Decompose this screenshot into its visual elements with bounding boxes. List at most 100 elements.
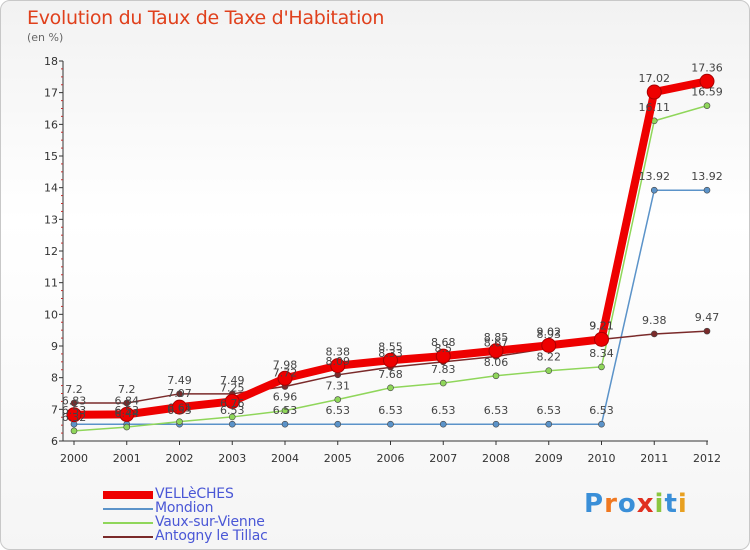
data-label: 17.36 (691, 61, 723, 74)
data-point (699, 73, 715, 89)
data-label: 8.38 (326, 346, 351, 359)
logo-letter: P (584, 489, 605, 519)
data-label: 7.07 (167, 387, 192, 400)
x-tick-label: 2007 (429, 452, 457, 465)
data-point (594, 331, 609, 347)
y-tick-label: 17 (44, 87, 58, 100)
data-label: 7.25 (220, 381, 245, 394)
data-point (66, 407, 82, 423)
legend-label: Vaux-sur-Vienne (155, 514, 265, 530)
data-label: 16.11 (639, 101, 671, 114)
data-point (545, 420, 553, 428)
data-point (70, 427, 78, 435)
x-tick-label: 2010 (588, 452, 616, 465)
data-label: 6.53 (431, 404, 456, 417)
logo-letter: i (677, 489, 688, 519)
data-label: 8.55 (378, 340, 403, 353)
y-tick-label: 18 (44, 55, 58, 68)
data-label: 6.53 (273, 404, 298, 417)
data-point (228, 420, 236, 428)
data-point (281, 420, 289, 428)
data-point (439, 420, 447, 428)
x-tick-label: 2003 (218, 452, 246, 465)
data-label: 6.53 (378, 404, 403, 417)
series-vell-ches (66, 73, 715, 423)
data-label: 16.59 (691, 86, 723, 99)
series-vaux-sur-vienne (70, 102, 711, 435)
data-label: 7.98 (273, 358, 298, 371)
data-point (492, 372, 500, 380)
x-tick-label: 2009 (535, 452, 563, 465)
data-label: 6.53 (220, 404, 245, 417)
data-label: 9.38 (642, 314, 667, 327)
data-label: 8.33 (378, 347, 403, 360)
x-tick-label: 2008 (482, 452, 510, 465)
x-tick-label: 2005 (324, 452, 352, 465)
legend-swatch (103, 508, 153, 510)
logo-letter: i (654, 489, 665, 519)
y-tick-label: 8 (51, 372, 58, 385)
data-point (435, 348, 451, 364)
data-label: 6.76 (220, 397, 245, 410)
data-point (650, 330, 658, 338)
data-label: 6.96 (273, 391, 298, 404)
logo-letter: o (617, 489, 637, 519)
data-label: 8.68 (431, 336, 456, 349)
data-label: 8.09 (326, 355, 351, 368)
logo-letter: r (604, 489, 618, 519)
y-axis-unit: (en %) (27, 31, 64, 44)
y-tick-label: 14 (44, 182, 58, 195)
x-tick-label: 2000 (60, 452, 88, 465)
x-tick-label: 2006 (377, 452, 405, 465)
data-label: 17.02 (639, 72, 671, 85)
legend-label: VELLèCHES (155, 486, 234, 502)
data-point (228, 413, 236, 421)
x-tick-label: 2004 (271, 452, 299, 465)
y-tick-label: 15 (44, 150, 58, 163)
data-label: 6.53 (62, 404, 87, 417)
data-point (650, 186, 658, 194)
data-point (123, 399, 131, 407)
legend-label: Mondion (155, 500, 214, 516)
legend-swatch (103, 536, 153, 538)
chart-title: Evolution du Taux de Taxe d'Habitation (27, 7, 385, 29)
data-point (703, 327, 711, 335)
y-tick-label: 9 (51, 340, 58, 353)
x-tick-label: 2012 (693, 452, 721, 465)
data-point (439, 379, 447, 387)
data-label: 8.34 (589, 347, 614, 360)
data-point (703, 186, 711, 194)
data-label: 7.68 (378, 368, 403, 381)
data-point (176, 418, 183, 425)
data-label: 6.53 (537, 404, 562, 417)
data-point (387, 384, 394, 392)
data-point (598, 420, 605, 428)
data-label: 7.31 (326, 380, 351, 393)
data-label: 7.83 (431, 363, 456, 376)
legend-label: Antogny le Tillac (155, 528, 268, 544)
data-label: 8.85 (484, 331, 509, 344)
data-label: 8.93 (537, 328, 562, 341)
data-point (119, 406, 135, 422)
data-label: 6.32 (62, 411, 87, 424)
data-point (541, 337, 557, 353)
data-point (70, 399, 78, 407)
data-point (334, 396, 342, 403)
data-label: 6.44 (115, 407, 140, 420)
legend-swatch (103, 522, 153, 524)
data-label: 7.49 (167, 374, 192, 387)
data-label: 7.72 (273, 367, 298, 380)
data-label: 13.92 (639, 170, 671, 183)
proxiti-logo: Proxiti (584, 489, 688, 519)
logo-letter: t (664, 489, 678, 519)
data-label: 6.84 (115, 394, 140, 407)
x-tick-label: 2001 (113, 452, 141, 465)
data-point (330, 358, 346, 374)
data-label: 8.06 (484, 356, 509, 369)
y-tick-label: 16 (44, 118, 58, 131)
data-point (703, 102, 711, 109)
data-label: 9.21 (589, 319, 614, 332)
data-label: 6.53 (115, 404, 140, 417)
